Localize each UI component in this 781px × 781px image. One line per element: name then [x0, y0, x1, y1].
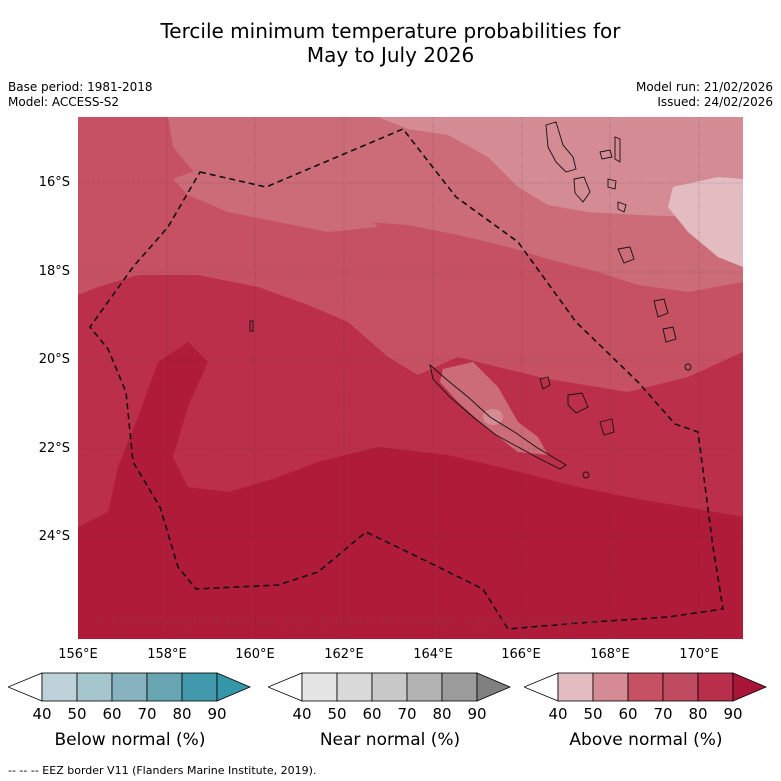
lon-label-164e: 164°E	[413, 647, 453, 662]
colorbar-near-seg-5	[441, 672, 478, 702]
lon-label-166e: 166°E	[501, 647, 541, 662]
vanuatu-maewo	[614, 136, 621, 163]
lon-label-170e: 170°E	[679, 647, 719, 662]
colorbar-below-svg	[6, 672, 252, 702]
colorbar-below-tick: 70	[137, 705, 157, 723]
lat-label-20s: 20°S	[38, 352, 70, 367]
colorbar-above-seg-1	[557, 672, 594, 702]
chesterfield-islands	[249, 320, 254, 332]
zone-above-60-nc	[440, 362, 548, 455]
colorbar-above-seg-2	[592, 672, 629, 702]
colorbar-below-tick: 50	[67, 705, 87, 723]
lat-label-18s: 18°S	[38, 264, 70, 279]
colorbar-below-tick: 80	[172, 705, 192, 723]
colorbar-above-tick: 50	[583, 705, 603, 723]
colorbar-above-ticks: 40 50 60 70 80 90	[524, 705, 768, 725]
colorbar-near-seg-3	[371, 672, 408, 702]
colorbar-below-tick: 40	[32, 705, 52, 723]
colorbar-near-tick: 50	[327, 705, 347, 723]
loyalty-island-ouvea	[539, 376, 551, 390]
lat-label-24s: 24°S	[38, 529, 70, 544]
map-title-line2: May to July 2026	[306, 43, 475, 67]
colorbar-near-tick: 80	[432, 705, 452, 723]
map-title: Tercile minimum temperature probabilitie…	[0, 19, 781, 67]
colorbar-near-arrow-high	[476, 672, 512, 702]
colorbar-above	[522, 671, 768, 707]
eez-legend-footer: -- -- -- EEZ border V11 (Flanders Marine…	[8, 764, 317, 777]
issued-date: Issued: 24/02/2026	[657, 95, 773, 109]
zone-above-60-west	[173, 157, 378, 232]
colorbar-below	[6, 671, 252, 707]
colorbar-above-arrow-low	[522, 672, 559, 702]
base-period: Base period: 1981-2018	[8, 80, 153, 94]
colorbar-near-ticks: 40 50 60 70 80 90	[268, 705, 512, 725]
colorbar-near-seg-4	[406, 672, 443, 702]
isle-of-pines	[582, 471, 590, 479]
colorbar-above-tick: 40	[548, 705, 568, 723]
model-run: Model run: 21/02/2026	[635, 80, 773, 94]
colorbar-near-tick: 70	[397, 705, 417, 723]
vanuatu-espiritu-santo	[545, 121, 577, 173]
colorbar-above-seg-5	[697, 672, 734, 702]
colorbar-near-tick: 90	[467, 705, 487, 723]
colorbar-below-arrow-high	[216, 672, 252, 702]
vanuatu-malekula	[573, 176, 591, 203]
colorbar-above-svg	[522, 672, 768, 702]
lon-label-168e: 168°E	[590, 647, 630, 662]
colorbar-above-seg-3	[627, 672, 664, 702]
vanuatu-tanna	[662, 326, 677, 343]
vanuatu-erromango	[653, 298, 669, 318]
model-name: Model: ACCESS-S2	[8, 95, 120, 109]
colorbar-below-seg-2	[76, 672, 113, 702]
colorbar-below-ticks: 40 50 60 70 80 90	[8, 705, 252, 725]
meta-right: Model run: 21/02/2026 Issued: 24/02/2026	[636, 80, 773, 110]
lon-label-158e: 158°E	[147, 647, 187, 662]
colorbar-below-seg-3	[111, 672, 148, 702]
colorbar-above-label: Above normal (%)	[569, 730, 723, 750]
lat-label-16s: 16°S	[38, 175, 70, 190]
colorbar-below-label: Below normal (%)	[54, 730, 206, 750]
colorbar-above-seg-4	[662, 672, 699, 702]
colorbar-near-label: Near normal (%)	[319, 730, 461, 750]
meta-left: Base period: 1981-2018 Model: ACCESS-S2	[8, 80, 153, 110]
lon-label-160e: 160°E	[235, 647, 275, 662]
lon-label-162e: 162°E	[324, 647, 364, 662]
colorbar-near-seg-1	[301, 672, 338, 702]
colorbar-near-arrow-low	[266, 672, 303, 702]
zone-above-50-nc	[483, 409, 503, 425]
loyalty-island-mare	[599, 418, 615, 436]
colorbar-above-tick: 90	[723, 705, 743, 723]
colorbar-below-seg-1	[41, 672, 78, 702]
colorbar-near-svg	[266, 672, 512, 702]
new-caledonia-outline	[429, 363, 567, 470]
map-canvas	[78, 117, 743, 639]
vanuatu-aneityum	[684, 363, 692, 371]
colorbar-near	[266, 671, 512, 707]
lon-label-156e: 156°E	[58, 647, 98, 662]
copyright-notice: © Commonwealth of Australia 2026, Bureau…	[95, 614, 601, 628]
colorbar-below-tick: 90	[207, 705, 227, 723]
colorbar-above-tick: 80	[688, 705, 708, 723]
colorbar-below-arrow-low	[6, 672, 43, 702]
colorbar-below-seg-5	[181, 672, 218, 702]
eez-border	[88, 128, 724, 630]
lat-label-22s: 22°S	[38, 441, 70, 456]
vanuatu-ambrym	[607, 178, 617, 190]
colorbar-above-tick: 60	[618, 705, 638, 723]
vanuatu-efate	[617, 246, 635, 264]
colorbar-above-arrow-high	[732, 672, 768, 702]
colorbar-below-seg-4	[146, 672, 183, 702]
loyalty-island-lifou	[567, 392, 589, 414]
graticule	[78, 117, 743, 639]
colorbar-below-tick: 60	[102, 705, 122, 723]
vanuatu-ambae	[599, 149, 613, 160]
probability-map	[78, 117, 743, 639]
vanuatu-epi	[617, 201, 627, 213]
colorbar-above-tick: 70	[653, 705, 673, 723]
map-title-line1: Tercile minimum temperature probabilitie…	[160, 19, 621, 43]
colorbar-near-tick: 40	[292, 705, 312, 723]
colorbar-near-tick: 60	[362, 705, 382, 723]
zone-above-40	[668, 177, 743, 267]
colorbar-near-seg-2	[336, 672, 373, 702]
